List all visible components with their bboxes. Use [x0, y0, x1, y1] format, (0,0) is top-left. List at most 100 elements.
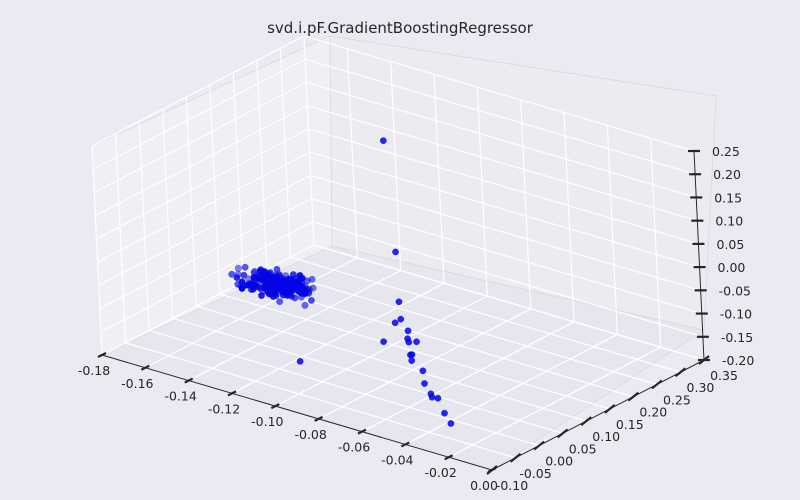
- scatter-point: [228, 270, 236, 278]
- scatter-point: [234, 280, 242, 288]
- x-tick-label: -0.18: [78, 363, 110, 378]
- scatter-point: [380, 338, 388, 346]
- z-tick-label: 0.10: [715, 214, 743, 229]
- z-axis-line: [693, 150, 705, 361]
- floor-gridline-x: [145, 257, 358, 369]
- back-gridline-z: [304, 58, 696, 175]
- back-gridline-z: [306, 81, 697, 199]
- left-gridline-z: [92, 58, 306, 170]
- back-gridline-x: [563, 112, 575, 322]
- x-tick-mark: [227, 390, 237, 397]
- left-gridline-y: [303, 35, 315, 246]
- scatter-point: [413, 338, 421, 346]
- floor-gridline-x: [318, 308, 531, 420]
- left-gridline-y: [185, 97, 197, 307]
- left-gridline-z: [91, 35, 305, 147]
- x-tick-label: -0.16: [121, 376, 153, 391]
- x-tick-label: -0.02: [424, 465, 456, 480]
- back-gridline-x: [650, 138, 662, 348]
- back-gridline-z: [307, 105, 698, 222]
- x-tick-label: -0.08: [294, 427, 326, 442]
- scatter-point: [428, 393, 436, 401]
- floor-gridline-y: [290, 256, 681, 373]
- left-gridline-z: [95, 105, 308, 217]
- left-gridline-z: [93, 81, 307, 193]
- scatter-point: [251, 267, 259, 275]
- x-tick-mark: [400, 441, 410, 448]
- scatter-point: [289, 284, 297, 292]
- y-tick-label: -0.10: [496, 478, 528, 493]
- z-tick-label: 0.20: [713, 167, 741, 182]
- back-gridline-x: [433, 74, 445, 284]
- y-tick-mark: [627, 391, 640, 402]
- scatter-point: [309, 284, 317, 292]
- y-tick-label: 0.35: [710, 368, 738, 383]
- x-tick-mark: [357, 428, 367, 435]
- left-gridline-y: [91, 145, 103, 356]
- data-points: [228, 137, 455, 427]
- back-gridline-x: [476, 87, 488, 297]
- scatter-point: [447, 420, 455, 427]
- back-gridline-x: [520, 99, 532, 309]
- left-gridline-z: [98, 174, 311, 286]
- floor-gridline-y: [125, 342, 516, 459]
- y-tick-mark: [533, 440, 545, 451]
- scatter-point: [391, 319, 399, 327]
- scatter-point: [234, 270, 242, 278]
- scatter-point: [419, 367, 427, 375]
- z-tick-label: -0.15: [721, 330, 753, 345]
- y-tick-label: -0.05: [519, 466, 551, 481]
- y-tick-label: 0.00: [545, 454, 573, 469]
- gridlines: [91, 35, 705, 471]
- scatter-point: [434, 394, 442, 402]
- y-tick-label: 0.25: [663, 392, 691, 407]
- x-tick-mark: [97, 352, 107, 358]
- left-gridline-z: [96, 128, 309, 240]
- scatter-point: [392, 248, 399, 256]
- scatter-point: [297, 284, 305, 292]
- back-gridline-x: [346, 48, 358, 258]
- floor-gridline-x: [188, 270, 401, 382]
- left-gridline-y: [256, 60, 268, 270]
- floor-gridline-y: [148, 329, 540, 447]
- left-gridline-y: [279, 48, 292, 258]
- scatter-point: [287, 275, 295, 283]
- scatter-point: [301, 301, 309, 309]
- floor-gridline-y: [172, 317, 563, 434]
- y-tick-mark: [486, 465, 498, 475]
- back-gridline-z: [311, 197, 702, 315]
- y-tick-mark: [580, 416, 592, 426]
- x-tick-label: -0.14: [164, 389, 196, 404]
- scatter-point: [280, 277, 288, 285]
- back-gridline-x: [606, 125, 618, 335]
- floor-gridline-y: [219, 293, 610, 410]
- scatter-point: [397, 315, 405, 323]
- scatter-point: [441, 409, 448, 417]
- scatter-point: [408, 351, 416, 359]
- left-gridline-y: [138, 121, 150, 331]
- y-tick-label: 0.10: [592, 429, 620, 444]
- scatter-point: [395, 298, 403, 306]
- floor-gridline-y: [196, 305, 587, 422]
- scatter-point: [273, 265, 281, 273]
- left-gridline-y: [209, 84, 221, 294]
- back-gridline-z: [310, 174, 701, 291]
- y-tick-label: 0.20: [639, 405, 667, 420]
- back-gridline-x: [390, 61, 402, 271]
- left-gridline-z: [100, 221, 314, 333]
- y-tick-mark: [674, 367, 687, 378]
- scatter-point: [308, 275, 316, 283]
- floor-gridline-x: [361, 321, 575, 433]
- y-tick-mark: [509, 452, 522, 463]
- x-tick-label: -0.10: [251, 414, 283, 429]
- y-tick-mark: [651, 379, 663, 390]
- floor-gridline-x: [448, 346, 661, 458]
- left-gridline-y: [232, 72, 244, 282]
- scatter-point: [269, 277, 277, 285]
- scatter-point: [307, 296, 315, 304]
- y-tick-label: 0.30: [687, 380, 715, 395]
- back-gridline-z: [308, 128, 699, 245]
- left-gridline-y: [114, 133, 127, 343]
